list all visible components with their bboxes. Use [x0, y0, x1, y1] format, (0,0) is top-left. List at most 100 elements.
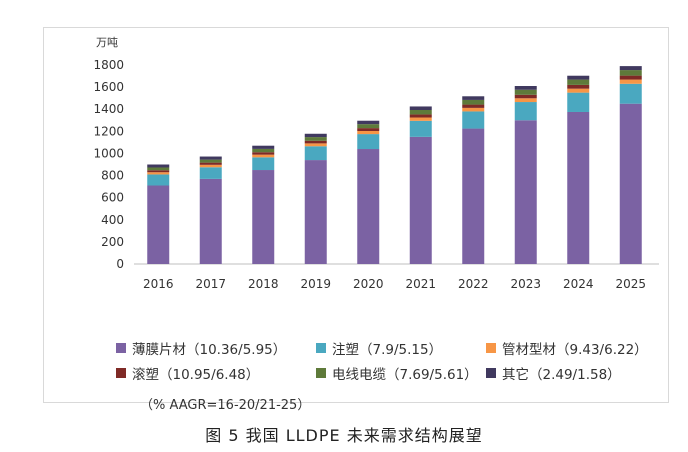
- x-tick-label: 2024: [563, 277, 594, 291]
- bar-segment: [252, 148, 275, 153]
- bar-segment: [252, 145, 275, 149]
- legend-item: 滚塑（10.95/6.48）: [116, 363, 259, 383]
- bar-segment: [409, 136, 432, 264]
- bars: [147, 66, 642, 265]
- bar-segment: [357, 124, 380, 129]
- y-tick-label: 1600: [93, 80, 124, 94]
- bar-segment: [567, 92, 590, 112]
- bar-segment: [462, 99, 485, 105]
- bar-segment: [409, 109, 432, 115]
- bar-segment: [304, 146, 327, 161]
- legend: 薄膜片材（10.36/5.95） 注塑（7.9/5.15） 管材型材（9.43/6.…: [116, 338, 688, 418]
- bar-segment: [357, 134, 380, 150]
- bar-segment: [147, 167, 170, 171]
- bar-segment: [409, 117, 432, 121]
- bar-segment: [462, 128, 485, 264]
- y-unit-label: 万吨: [96, 36, 118, 49]
- legend-item: 其它（2.49/1.58）: [486, 363, 621, 383]
- x-tick-label: 2021: [405, 277, 436, 291]
- legend-label: 注塑（7.9/5.15）: [332, 342, 443, 358]
- bar-segment: [304, 140, 327, 144]
- stacked-bar-chart: 万吨 0 200 400 600 800 1000 1200 1400 1600 1800 2016…: [93, 36, 659, 291]
- bar-segment: [199, 167, 222, 179]
- bar-segment: [619, 79, 642, 84]
- x-tick-label: 2019: [300, 277, 331, 291]
- bar-segment: [199, 159, 222, 163]
- bar-segment: [199, 156, 222, 160]
- x-tick-label: 2022: [458, 277, 489, 291]
- bar-segment: [514, 102, 537, 121]
- y-tick-label: 1200: [93, 124, 124, 138]
- bar-segment: [199, 162, 222, 165]
- y-tick-label: 1800: [93, 58, 124, 72]
- y-tick-label: 800: [101, 169, 124, 183]
- legend-item: 薄膜片材（10.36/5.95）: [116, 338, 286, 358]
- x-tick-label: 2023: [510, 277, 541, 291]
- legend-label: 薄膜片材（10.36/5.95）: [132, 342, 287, 358]
- bar-segment: [514, 94, 537, 99]
- bar-segment: [514, 86, 537, 90]
- legend-item: 电线电缆（7.69/5.61）: [316, 363, 478, 383]
- legend-label: 管材型材（9.43/6.22）: [502, 342, 648, 358]
- bar-segment: [514, 120, 537, 265]
- bar-segment: [147, 170, 170, 173]
- y-tick-label: 1000: [93, 146, 124, 160]
- bar-segment: [514, 98, 537, 103]
- bar-segment: [252, 170, 275, 264]
- bar-segment: [357, 128, 380, 132]
- x-tick-label: 2025: [615, 277, 646, 291]
- bar-segment: [252, 152, 275, 155]
- legend-swatch: [316, 343, 326, 353]
- bar-segment: [252, 154, 275, 158]
- figure-caption: 图 5 我国 LLDPE 未来需求结构展望: [205, 426, 483, 445]
- bar-segment: [357, 120, 380, 125]
- legend-swatch: [316, 368, 326, 378]
- bar-segment: [147, 164, 170, 168]
- bar-segment: [409, 106, 432, 110]
- bar-segment: [567, 75, 590, 80]
- bar-segment: [252, 157, 275, 171]
- legend-item: 注塑（7.9/5.15）: [316, 338, 442, 358]
- y-tick-label: 400: [101, 213, 124, 227]
- legend-swatch: [486, 368, 496, 378]
- bar-segment: [619, 70, 642, 76]
- bar-segment: [567, 111, 590, 264]
- legend-swatch: [116, 368, 126, 378]
- bar-segment: [567, 88, 590, 93]
- legend-swatch: [486, 343, 496, 353]
- bar-segment: [619, 75, 642, 80]
- bar-segment: [147, 174, 170, 186]
- legend-label: 滚塑（10.95/6.48）: [132, 367, 260, 383]
- bar-segment: [147, 172, 170, 175]
- bar-segment: [199, 178, 222, 264]
- bar-segment: [462, 104, 485, 108]
- bar-segment: [514, 89, 537, 95]
- legend-swatch: [116, 343, 126, 353]
- x-tick-label: 2017: [195, 277, 226, 291]
- bar-segment: [357, 131, 380, 135]
- bar-segment: [409, 114, 432, 118]
- bar-segment: [567, 79, 590, 85]
- bar-segment: [567, 84, 590, 89]
- bar-segment: [619, 66, 642, 71]
- y-tick-label: 600: [101, 191, 124, 205]
- bar-segment: [462, 96, 485, 100]
- bar-segment: [462, 111, 485, 129]
- bar-segment: [304, 133, 327, 138]
- x-tick-label: 2018: [248, 277, 279, 291]
- x-tick-label: 2020: [353, 277, 384, 291]
- bar-segment: [619, 103, 642, 264]
- bar-segment: [619, 83, 642, 104]
- bar-segment: [409, 120, 432, 137]
- bar-segment: [304, 143, 327, 147]
- aagr-note: （% AAGR=16-20/21-25）: [140, 398, 311, 413]
- bar-segment: [147, 185, 170, 264]
- bar-segment: [357, 149, 380, 264]
- chart-frame: 万吨 0 200 400 600 800 1000 1200 1400 1600 1800 2016…: [43, 27, 669, 413]
- bar-segment: [462, 107, 485, 112]
- y-tick-label: 200: [101, 235, 124, 249]
- bar-segment: [199, 164, 222, 168]
- x-tick-label: 2016: [143, 277, 174, 291]
- legend-label: 电线电缆（7.69/5.61）: [332, 367, 478, 383]
- axes: 0 200 400 600 800 1000 1200 1400 1600 1800 2016 201…: [93, 58, 659, 291]
